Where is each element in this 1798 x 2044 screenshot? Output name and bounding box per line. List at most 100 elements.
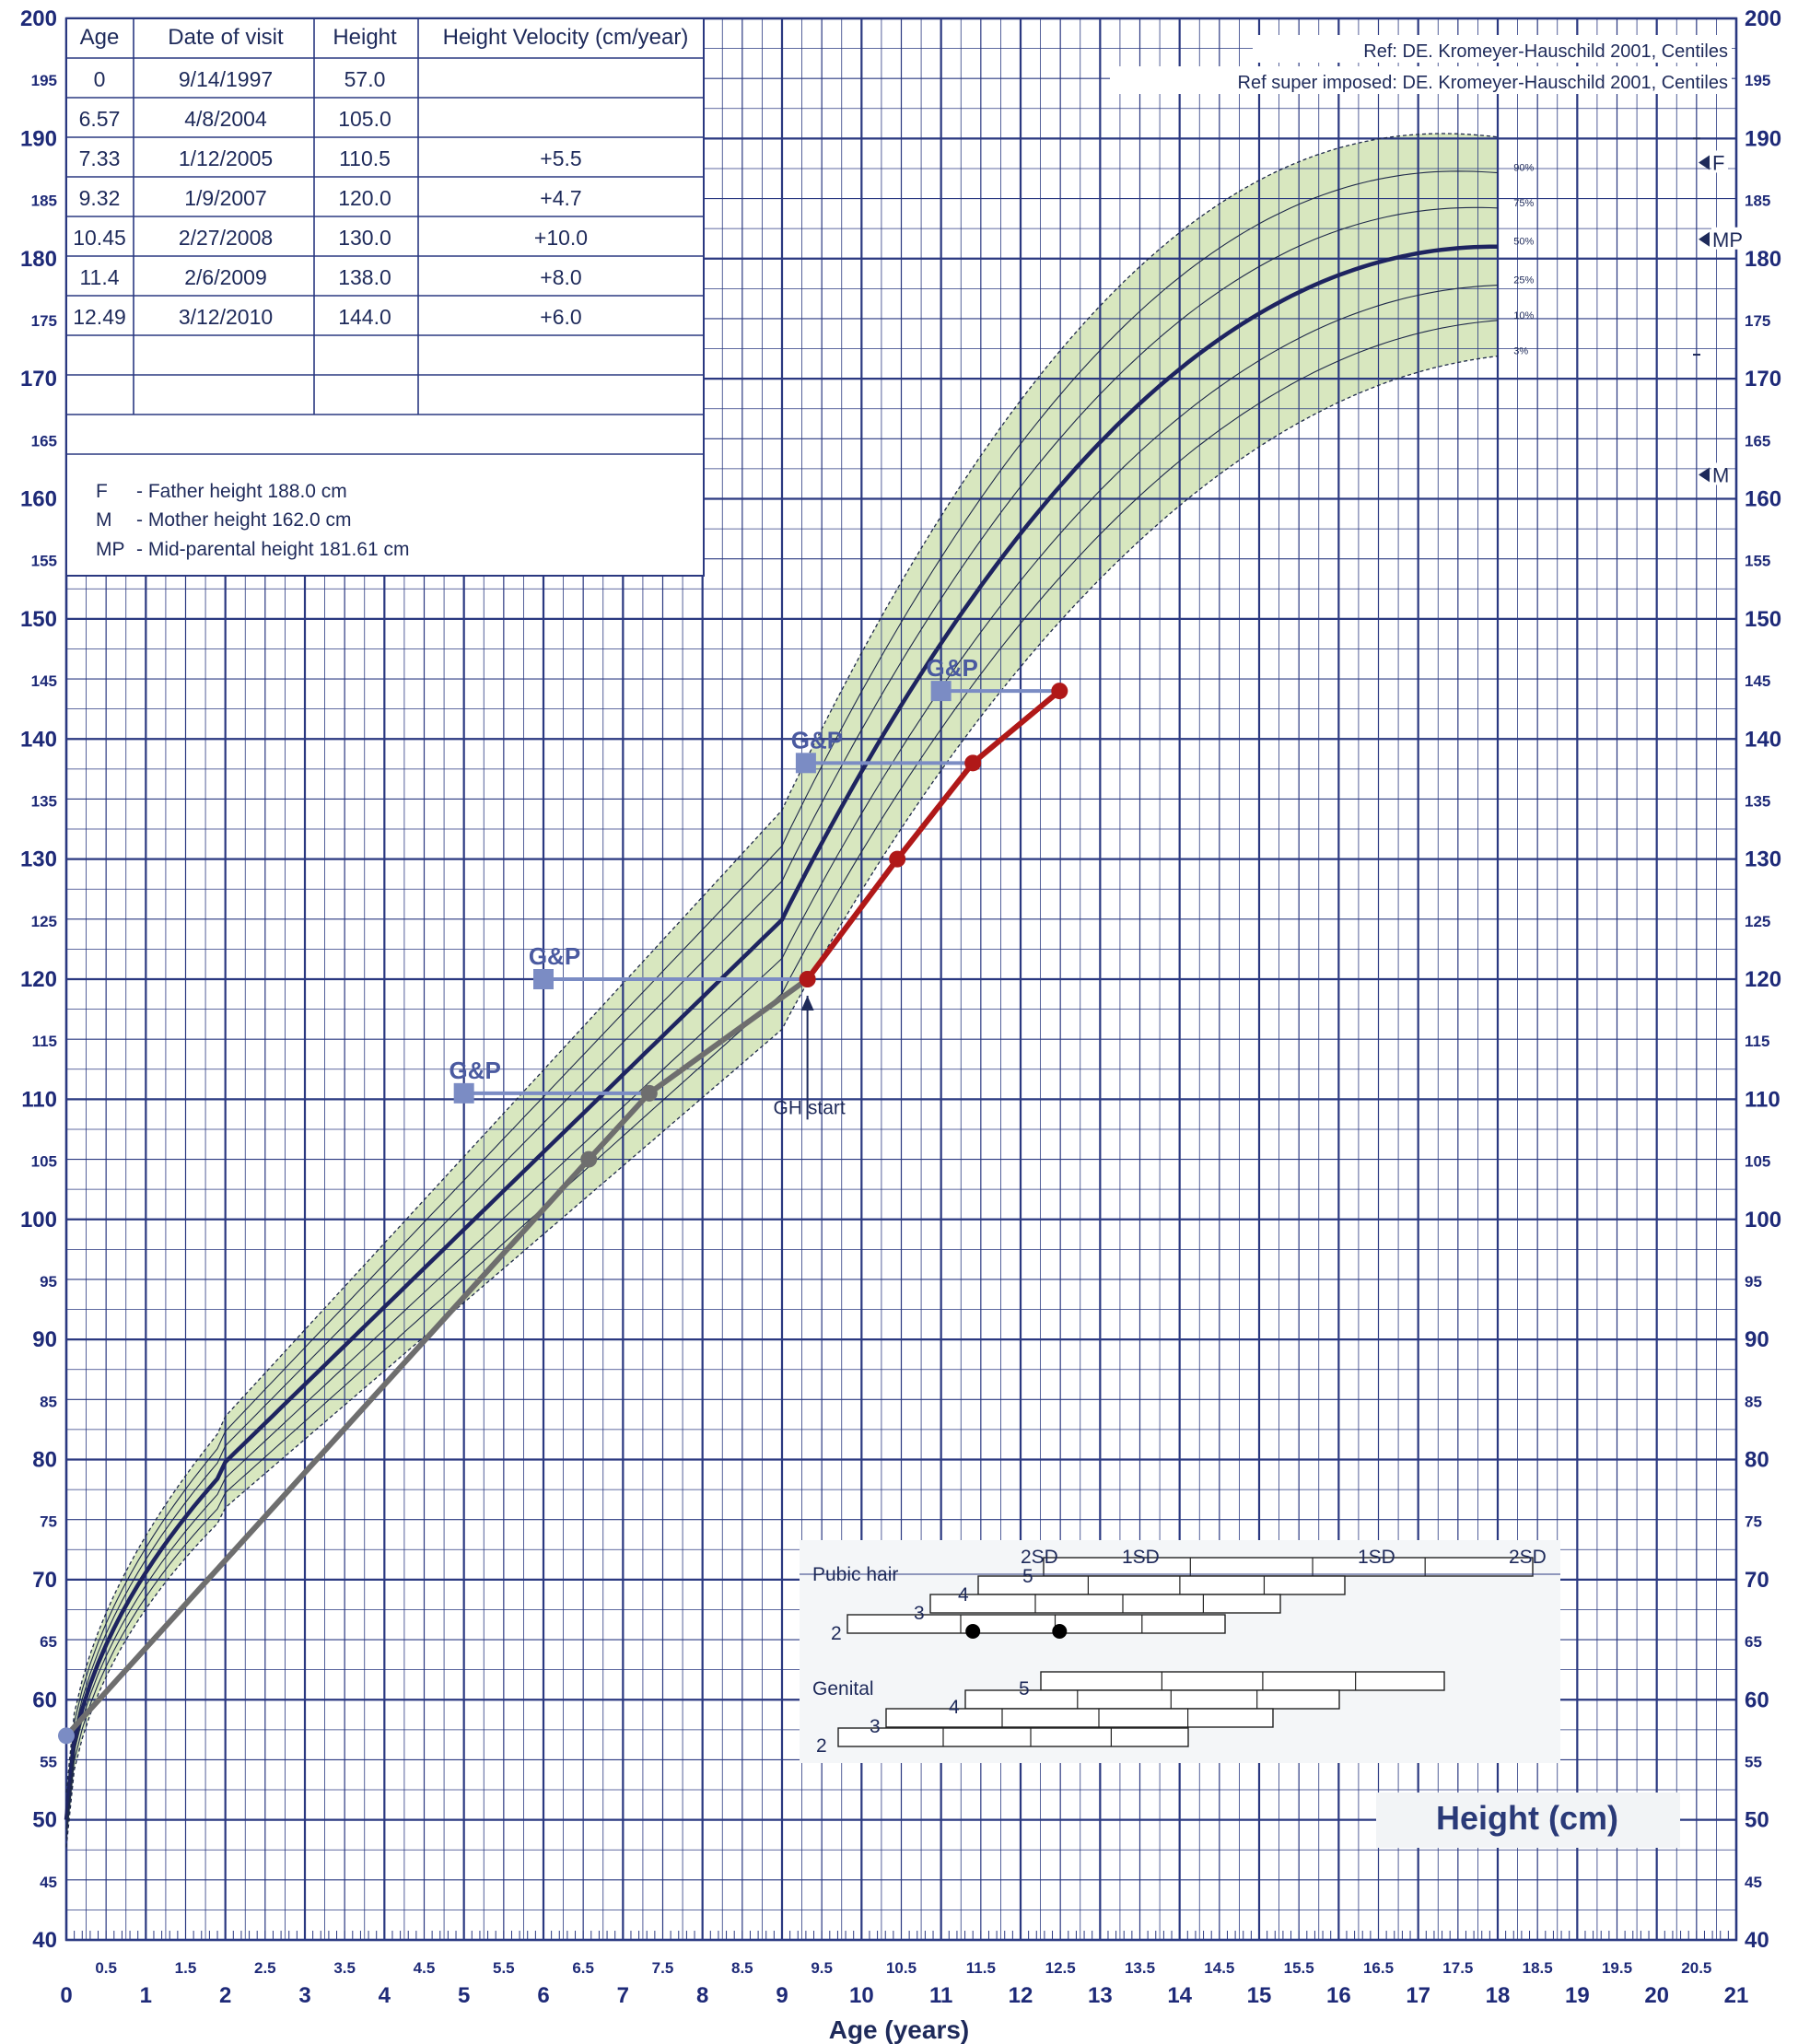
- reference-bg-2: [1110, 66, 1732, 94]
- y-tick-label-left: 200: [20, 6, 57, 31]
- puberty-stage-bar: [885, 1708, 1274, 1728]
- y-tick-label-left: 170: [20, 367, 57, 391]
- legend-code-father: F: [96, 481, 108, 502]
- table-cell: +5.5: [540, 146, 581, 170]
- y-tick-label-left: 190: [20, 126, 57, 151]
- x-tick-label-major: 14: [1167, 1983, 1192, 2008]
- centile-label: 25%: [1513, 275, 1534, 286]
- y-tick-label-right: 175: [1745, 312, 1770, 330]
- table-cell: 138.0: [338, 265, 391, 289]
- table-cell: 130.0: [338, 226, 391, 250]
- genital-label: Genital: [812, 1678, 874, 1699]
- patient-data: G&P G&P G&P G&P GH start F MP M: [58, 137, 1743, 1745]
- legend-code-midparental: MP: [96, 539, 125, 560]
- y-tick-label-left: 180: [20, 247, 57, 272]
- y-tick-label-right: 200: [1745, 6, 1781, 31]
- table-cell: +8.0: [540, 265, 581, 289]
- parent-marker-triangle: [1699, 231, 1710, 247]
- x-tick-label-major: 6: [537, 1983, 549, 2008]
- y-tick-label-right: 65: [1745, 1633, 1762, 1651]
- puberty-stage-bar: [977, 1575, 1346, 1595]
- bone-age-marker: [795, 753, 816, 774]
- y-tick-label-right: 120: [1745, 967, 1781, 992]
- x-tick-label-half: 3.5: [333, 1959, 356, 1977]
- x-tick-label-half: 1.5: [175, 1959, 197, 1977]
- x-tick-label-major: 8: [696, 1983, 708, 2008]
- y-tick-label-right: 75: [1745, 1513, 1762, 1531]
- x-tick-label-half: 9.5: [811, 1959, 833, 1977]
- table-cell: 3/12/2010: [179, 305, 273, 329]
- y-tick-label-left: 85: [40, 1393, 57, 1410]
- y-tick-label-left: 145: [31, 672, 57, 690]
- gh-start-arrow-head: [800, 996, 814, 1010]
- centile-label: 3%: [1513, 346, 1528, 357]
- y-tick-label-left: 65: [40, 1633, 57, 1651]
- y-tick-label-right: 100: [1745, 1208, 1781, 1232]
- parent-marker-bg: [1711, 150, 1728, 173]
- bone-age-label: G&P: [926, 654, 977, 682]
- growth-data-point: [580, 1150, 598, 1168]
- y-tick-label-left: 175: [31, 312, 57, 330]
- y-tick-label-right: 45: [1745, 1874, 1762, 1891]
- x-tick-label-major: 17: [1406, 1983, 1430, 2008]
- y-tick-label-right: 195: [1745, 72, 1770, 89]
- genital-stage-3: 3: [870, 1716, 881, 1737]
- centile-curve: [65, 320, 1499, 1839]
- reference-bg-1: [1253, 35, 1732, 63]
- x-tick-label-major: 15: [1247, 1983, 1272, 2008]
- table-cell: 9.32: [79, 186, 121, 210]
- x-tick-label-half: 14.5: [1204, 1959, 1234, 1977]
- bone-age-marker: [453, 1082, 474, 1104]
- growth-data-point: [964, 754, 982, 772]
- bone-age-label: G&P: [449, 1057, 500, 1084]
- centile-curve: [65, 206, 1499, 1811]
- x-tick-label-major: 0: [60, 1983, 72, 2008]
- table-cell: 7.33: [79, 146, 121, 170]
- puberty-stage-bar: [837, 1727, 1189, 1747]
- legend-code-mother: M: [96, 509, 112, 531]
- y-tick-label-right: 165: [1745, 432, 1770, 450]
- table-grid: [66, 18, 704, 455]
- bone-age-label: G&P: [529, 942, 580, 970]
- x-tick-label-half: 19.5: [1602, 1959, 1632, 1977]
- x-tick-label-half: 18.5: [1523, 1959, 1553, 1977]
- table-cell: 144.0: [338, 305, 391, 329]
- y-tick-label-right: 60: [1745, 1688, 1769, 1712]
- table-cell: +10.0: [534, 226, 588, 250]
- x-tick-label-major: 19: [1565, 1983, 1590, 2008]
- y-tick-label-left: 70: [32, 1568, 57, 1593]
- gh-start-label: GH start: [774, 1097, 846, 1118]
- parent-marker-bg: [1711, 227, 1741, 250]
- centile-curve: [65, 133, 1499, 1793]
- y-tick-label-right: 95: [1745, 1273, 1762, 1291]
- sd-label-right-2sd: 2SD: [1509, 1547, 1547, 1568]
- x-tick-label-half: 11.5: [966, 1959, 996, 1977]
- y-tick-label-left: 110: [21, 1087, 57, 1112]
- table-cell: 0: [94, 67, 106, 91]
- genital-stage-4: 4: [949, 1697, 960, 1718]
- y-tick-label-right: 185: [1745, 193, 1770, 210]
- centile-curve: [65, 355, 1499, 1848]
- parent-marker-label: MP: [1712, 228, 1743, 251]
- y-tick-label-right: 70: [1745, 1568, 1769, 1593]
- table-cell: +4.7: [540, 186, 581, 210]
- x-tick-label-half: 4.5: [414, 1959, 436, 1977]
- table-cell: 110.5: [339, 146, 391, 170]
- sd-label-right-1sd: 1SD: [1358, 1547, 1395, 1568]
- y-tick-label-right: 155: [1745, 553, 1770, 570]
- x-tick-label-half: 0.5: [95, 1959, 117, 1977]
- puberty-stage-bar: [929, 1594, 1281, 1614]
- x-tick-label-major: 18: [1486, 1983, 1511, 2008]
- y-tick-label-right: 150: [1745, 607, 1781, 632]
- centile-label: 10%: [1513, 310, 1534, 321]
- y-tick-label-left: 120: [20, 967, 57, 992]
- pubic-hair-label: Pubic hair: [812, 1564, 898, 1585]
- x-tick-label-major: 1: [140, 1983, 152, 2008]
- y-tick-label-left: 60: [32, 1688, 57, 1712]
- pubic-stage-2: 2: [831, 1623, 842, 1644]
- y-tick-label-left: 130: [20, 847, 57, 872]
- x-tick-label-major: 5: [458, 1983, 470, 2008]
- y-tick-label-right: 170: [1745, 367, 1781, 391]
- y-tick-label-right: 55: [1745, 1753, 1762, 1770]
